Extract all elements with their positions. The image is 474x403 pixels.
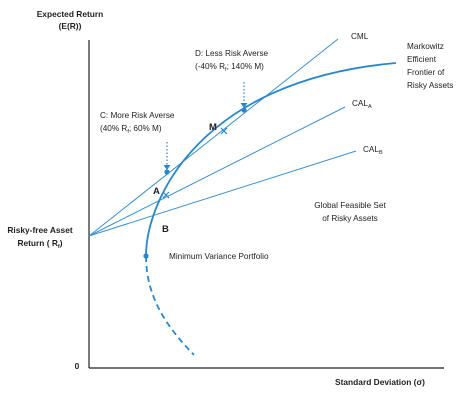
efficient-frontier-curve — [145, 62, 397, 257]
point-m-label: M — [209, 122, 217, 133]
point-m-marker — [220, 127, 228, 135]
cal-a-label: CALA — [352, 99, 372, 110]
rf-label-end: ) — [60, 238, 63, 248]
frontier-label-line1: Markowitz — [407, 42, 444, 51]
rf-label-line1: Risky-free Asset — [7, 225, 73, 235]
rf-label-main: Return ( R — [17, 238, 57, 248]
minimum-variance-point — [143, 253, 149, 259]
feasible-set-label-line1: Global Feasible Set — [314, 201, 386, 210]
frontier-label-line4: Risky Assets — [407, 81, 453, 90]
point-d — [241, 107, 247, 113]
more-averse-label-part1: (40% R — [100, 124, 127, 133]
cml-label: CML — [351, 32, 369, 41]
arrow-d-head — [240, 103, 248, 108]
cal-a-label-subscript: A — [368, 104, 372, 110]
y-axis-title-line1: Expected Return — [37, 9, 104, 19]
less-averse-label-part1: (-40% R — [195, 62, 225, 71]
cal-b-label-subscript: B — [379, 150, 383, 156]
y-axis-title-line2: (E(R)) — [59, 21, 82, 31]
frontier-label-line3: Frontier of — [407, 68, 445, 77]
cal-a-line — [88, 106, 346, 237]
cal-a-label-main: CAL — [352, 99, 368, 108]
cml-line — [88, 38, 339, 237]
point-c — [164, 169, 170, 175]
point-a-marker — [162, 191, 170, 199]
arrow-c-head — [163, 165, 171, 170]
cal-b-line — [88, 150, 357, 237]
more-averse-label-subscript: f — [127, 129, 129, 135]
rf-label-line2: Return ( Rf) — [17, 238, 62, 250]
mvp-label: Minimum Variance Portfolio — [169, 252, 269, 261]
rf-label-subscript: f — [58, 244, 60, 250]
less-averse-label-line1: D: Less Risk Averse — [195, 49, 269, 58]
less-averse-label-line2: (-40% Rf; 140% M) — [195, 62, 264, 73]
x-axis-title: Standard Deviation (σ) — [335, 377, 425, 387]
more-averse-label-part2: ; 60% M) — [129, 124, 162, 133]
feasible-set-label-line2: of Risky Assets — [322, 214, 378, 223]
cal-b-label-main: CAL — [363, 145, 379, 154]
point-a-label: A — [153, 186, 160, 197]
more-averse-label-line2: (40% Rf; 60% M) — [100, 124, 162, 135]
frontier-label-line2: Efficient — [407, 55, 437, 64]
cal-b-label: CALB — [363, 145, 383, 156]
origin-label: 0 — [75, 361, 80, 371]
more-averse-label-line1: C: More Risk Averse — [100, 111, 175, 120]
point-b-label: B — [162, 224, 169, 235]
inefficient-frontier-curve — [145, 255, 195, 356]
less-averse-label-subscript: f — [225, 67, 227, 73]
less-averse-label-part2: ; 140% M) — [227, 62, 265, 71]
